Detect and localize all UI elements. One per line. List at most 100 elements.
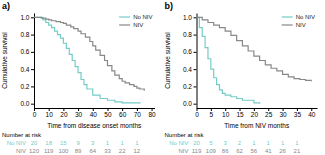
tick: 0.2 — [20, 83, 34, 90]
tick: 0 — [195, 108, 199, 118]
risk-count: 22 — [119, 148, 126, 154]
risk-count: 100 — [58, 148, 69, 154]
panel: 010203040506070800.00.20.40.60.81.0Time … — [1, 1, 156, 154]
risk-count: 1 — [281, 140, 285, 146]
tick: 10 — [222, 108, 230, 118]
tick: 1.0 — [20, 14, 34, 21]
risk-count: 62 — [236, 148, 243, 154]
risk-count: 86 — [222, 148, 229, 154]
tick-label: 0 — [33, 111, 37, 118]
tick-label: 0.2 — [20, 83, 29, 90]
risk-count: 20 — [31, 140, 38, 146]
tick-label: 0.8 — [20, 31, 29, 38]
tick-label: 40 — [308, 111, 316, 118]
tick-label: 0.8 — [183, 31, 192, 38]
risk-count: 26 — [279, 148, 286, 154]
x-axis: 01020304050607080 — [33, 108, 156, 118]
y-axis-title: Cumulative survival — [164, 32, 171, 89]
tick: 0.0 — [20, 100, 34, 107]
tick: 0.4 — [20, 66, 34, 73]
risk-count: 1 — [135, 140, 139, 146]
risk-table-title: Number at risk — [2, 132, 42, 138]
tick: 30 — [75, 108, 83, 118]
tick-label: 0.2 — [183, 83, 192, 90]
legend-item: No NIV — [119, 14, 152, 20]
tick: 40 — [90, 108, 98, 118]
plot-area — [34, 17, 144, 103]
tick-label: 25 — [265, 111, 273, 118]
tick-label: 0.6 — [20, 48, 29, 55]
x-axis: 0510152025303540 — [195, 108, 317, 118]
risk-row-label: NIV — [178, 148, 188, 154]
risk-count: 33 — [104, 148, 111, 154]
tick-label: 70 — [134, 111, 142, 118]
tick: 0.0 — [183, 100, 197, 107]
risk-count: 1 — [295, 140, 299, 146]
risk-count: 2 — [238, 140, 242, 146]
survival-line — [34, 17, 144, 90]
tick-mark — [194, 52, 197, 53]
tick-label: 5 — [210, 111, 214, 118]
tick-label: 40 — [90, 111, 98, 118]
legend-label: No NIV — [296, 14, 315, 20]
tick: 25 — [265, 108, 273, 118]
risk-count: 15 — [60, 140, 67, 146]
survival-line — [34, 17, 140, 103]
risk-count: 12 — [134, 148, 141, 154]
tick-label: 0.4 — [183, 66, 192, 73]
risk-count: 21 — [294, 148, 301, 154]
risk-count: 1 — [252, 140, 256, 146]
legend-swatch — [119, 16, 130, 17]
risk-row-label: No NIV — [7, 140, 26, 146]
tick-mark — [194, 104, 197, 105]
tick-label: 1.0 — [183, 14, 192, 21]
tick: 0.6 — [183, 48, 197, 55]
tick-mark — [31, 52, 34, 53]
tick-label: 10 — [46, 111, 54, 118]
tick-mark — [194, 69, 197, 70]
panel: 05101520253035400.00.20.40.60.81.0Time f… — [164, 1, 318, 154]
tick: 35 — [294, 108, 302, 118]
tick-mark — [31, 17, 34, 18]
risk-count: 5 — [209, 140, 213, 146]
tick-label: 1.0 — [20, 14, 29, 21]
tick: 50 — [104, 108, 112, 118]
tick-label: 0 — [195, 111, 199, 118]
risk-row-label: No NIV — [169, 140, 188, 146]
tick-mark — [31, 86, 34, 87]
tick: 80 — [148, 108, 156, 118]
plot-area — [197, 17, 312, 103]
legend-label: NIV — [296, 22, 306, 28]
risk-count: 9 — [76, 140, 80, 146]
legend-item: NIV — [282, 22, 306, 28]
x-axis-title: Time from NIV months — [224, 122, 290, 129]
y-axis-line — [197, 14, 198, 109]
risk-table: Number at riskNo NIV20181593111NIV120119… — [2, 132, 141, 154]
legend-swatch — [282, 16, 293, 17]
tick: 20 — [251, 108, 259, 118]
tick-label: 30 — [279, 111, 287, 118]
tick-mark — [194, 86, 197, 87]
tick-label: 20 — [60, 111, 68, 118]
tick: 0.8 — [20, 31, 34, 38]
risk-count: 120 — [29, 148, 40, 154]
panel-title: a) — [2, 1, 10, 11]
tick: 70 — [134, 108, 142, 118]
tick-label: 20 — [251, 111, 259, 118]
risk-count: 20 — [193, 140, 200, 146]
tick-label: 30 — [75, 111, 83, 118]
tick: 0.6 — [20, 48, 34, 55]
tick: 30 — [279, 108, 287, 118]
y-axis-title: Cumulative survival — [1, 32, 8, 89]
legend-label: NIV — [133, 22, 143, 28]
tick: 0.2 — [183, 83, 197, 90]
tick-label: 50 — [104, 111, 112, 118]
tick: 5 — [210, 108, 214, 118]
legend-swatch — [282, 24, 293, 25]
risk-count: 89 — [75, 148, 82, 154]
panel-title: b) — [165, 1, 174, 11]
risk-row-label: NIV — [16, 148, 26, 154]
tick: 0.8 — [183, 31, 197, 38]
tick-label: 10 — [222, 111, 230, 118]
tick: 20 — [60, 108, 68, 118]
